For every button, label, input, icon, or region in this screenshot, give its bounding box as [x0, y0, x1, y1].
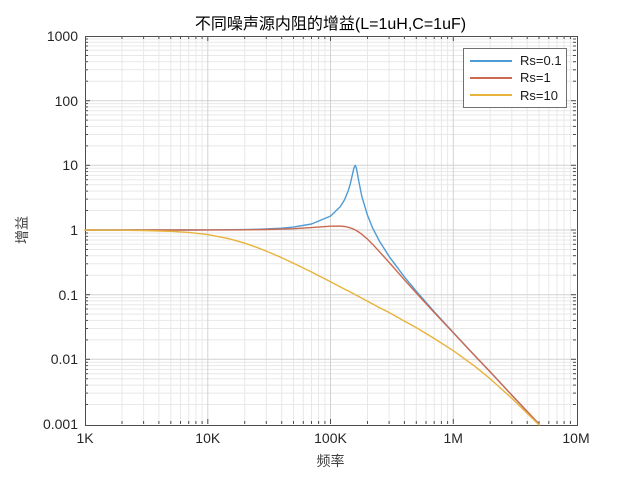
axis-tick-marks	[85, 36, 576, 424]
x-tick-label: 100K	[314, 430, 347, 446]
y-axis-label: 增益	[14, 216, 30, 244]
y-tick-label: 0.01	[50, 351, 78, 368]
y-tick-label: 1000	[46, 28, 78, 44]
y-tick-label: 0.001	[42, 416, 78, 432]
legend-item-rs-0.1: Rs=0.1	[464, 52, 566, 69]
x-tick-label: 10K	[195, 430, 221, 446]
legend-item-label: Rs=10	[520, 87, 558, 103]
legend-line-sample	[470, 59, 512, 62]
curve-rs-1	[84, 225, 540, 425]
legend-item-label: Rs=0.1	[520, 53, 562, 69]
y-tick-label: 1	[70, 222, 78, 238]
legend-item-rs-10: Rs=10	[464, 87, 566, 104]
legend-line-sample	[470, 76, 512, 79]
legend-item-rs-1: Rs=1	[464, 69, 566, 86]
x-tick-label: 1K	[76, 430, 94, 446]
x-tick-label: 1M	[443, 430, 463, 446]
chart-title: 不同噪声源内阻的增益(L=1uH,C=1uF)	[194, 16, 467, 33]
y-tick-label: 0.1	[58, 286, 78, 303]
y-tick-label: 10	[62, 157, 78, 174]
legend: Rs=0.1 Rs=1 Rs=10	[463, 48, 567, 108]
legend-line-sample	[470, 94, 512, 97]
y-tick-label: 100	[54, 92, 78, 109]
curve-rs-10	[84, 229, 540, 426]
x-axis-label: 频率	[316, 453, 345, 469]
series-curves	[84, 164, 540, 426]
legend-item-label: Rs=1	[520, 70, 551, 86]
grid-major	[85, 36, 576, 424]
x-tick-label: 10M	[562, 430, 590, 446]
